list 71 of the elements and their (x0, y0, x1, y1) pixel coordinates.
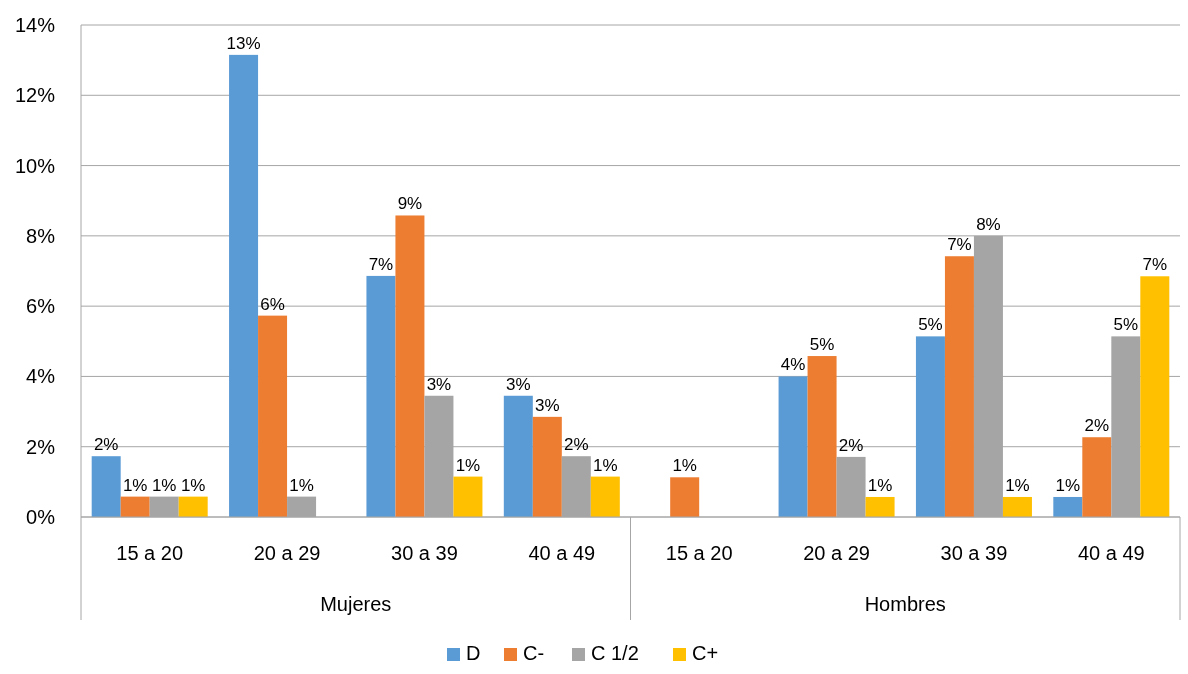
data-label: 1% (593, 455, 618, 475)
data-label: 1% (180, 475, 206, 495)
legend-label: C 1/2 (591, 642, 639, 664)
bar (532, 416, 562, 517)
bar (590, 476, 620, 517)
bar (120, 496, 150, 517)
y-tick-label: 0% (26, 506, 56, 528)
bar (1002, 496, 1032, 517)
bar (807, 356, 837, 517)
bar (1053, 496, 1083, 517)
bar (395, 215, 425, 517)
y-tick-label: 12% (14, 84, 56, 107)
data-label: 1% (1055, 475, 1081, 495)
y-tick-label: 8% (26, 224, 56, 247)
data-label: 8% (976, 214, 1001, 234)
bar (258, 315, 288, 517)
bar (944, 256, 974, 517)
bar (1140, 276, 1170, 517)
x-tick-label: 20 a 29 (253, 542, 321, 564)
bar (453, 476, 483, 517)
data-label: 1% (122, 475, 148, 495)
x-tick-label: 15 a 20 (116, 542, 184, 564)
data-label: 3% (506, 374, 531, 394)
data-label: 5% (1113, 315, 1139, 335)
bar (503, 395, 533, 517)
data-label: 9% (397, 194, 423, 214)
data-label: 3% (535, 395, 560, 415)
data-label: 7% (947, 235, 972, 255)
data-label: 2% (564, 435, 589, 455)
bar (366, 275, 396, 517)
data-label: 2% (1084, 416, 1110, 436)
x-tick-label: 40 a 49 (528, 542, 596, 564)
data-label: 1% (867, 475, 893, 495)
data-label: 2% (838, 435, 864, 455)
legend-label: C+ (692, 642, 719, 664)
data-label: 3% (426, 374, 452, 394)
data-label: 13% (226, 33, 261, 53)
y-tick-label: 10% (14, 154, 56, 177)
y-tick-label: 14% (14, 14, 56, 36)
y-tick-label: 2% (26, 435, 56, 458)
text: Mujeres (320, 593, 392, 615)
data-label: 5% (918, 315, 943, 335)
bar (865, 496, 895, 517)
bar (91, 456, 121, 517)
data-label: 4% (780, 355, 806, 375)
data-label: 1% (672, 456, 697, 476)
x-tick-label: 15 a 20 (665, 542, 733, 564)
bar (915, 336, 945, 517)
y-tick-label: 4% (26, 365, 56, 388)
x-tick-label: 40 a 49 (1077, 542, 1145, 564)
legend-label: D (466, 642, 481, 664)
data-label: 1% (289, 475, 314, 495)
y-tick-label: 6% (26, 295, 56, 318)
data-label: 1% (455, 455, 481, 475)
data-label: 7% (1142, 255, 1168, 275)
data-label: 2% (93, 435, 119, 455)
x-tick-label: 30 a 39 (940, 542, 1008, 564)
bar (778, 376, 808, 517)
bar (670, 477, 700, 517)
legend-label: C- (523, 642, 545, 664)
data-label: 1% (1005, 475, 1030, 495)
x-tick-label: 20 a 29 (803, 542, 870, 564)
data-label: 1% (151, 475, 177, 495)
bar (229, 54, 259, 517)
data-label: 6% (260, 294, 285, 314)
bar (178, 496, 208, 517)
data-label: 5% (809, 335, 835, 355)
bar (1082, 437, 1112, 517)
data-label: 7% (368, 254, 394, 274)
text: Hombres (864, 593, 946, 615)
x-tick-label: 30 a 39 (391, 542, 458, 564)
